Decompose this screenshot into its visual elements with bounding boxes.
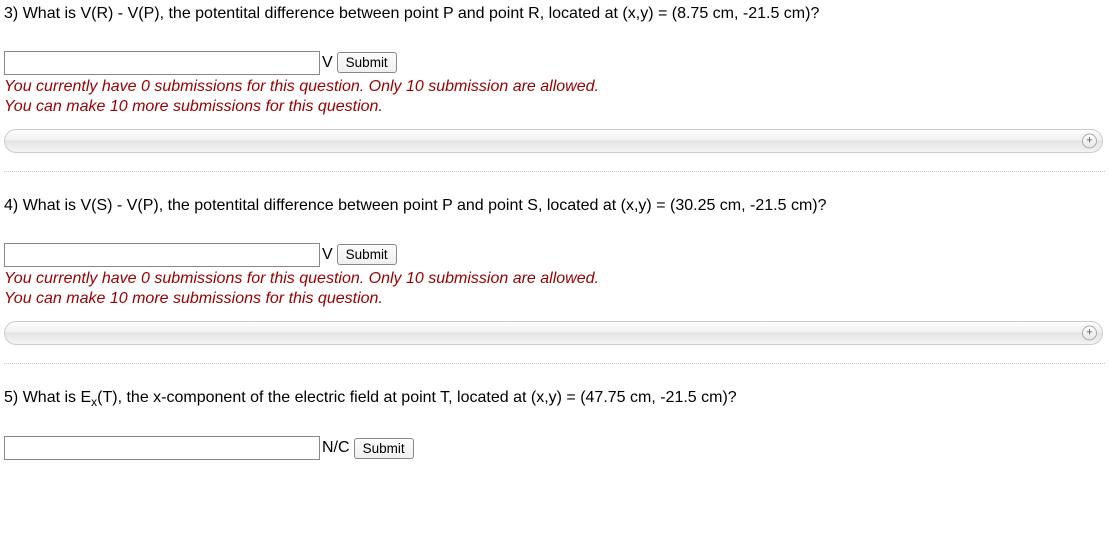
submission-info-4-line1: You currently have 0 submissions for thi… <box>4 270 599 287</box>
question-3-answer-row: V Submit <box>4 51 1105 75</box>
unit-label-3: V <box>322 54 333 72</box>
divider-3-4 <box>4 171 1105 172</box>
question-3-number: 3) <box>4 5 18 22</box>
submission-info-4-line2: You can make 10 more submissions for thi… <box>4 290 383 307</box>
question-4-number: 4) <box>4 197 18 214</box>
question-4-text: 4) What is V(S) - V(P), the potentital d… <box>4 196 1105 217</box>
expand-bar-4[interactable] <box>4 321 1103 345</box>
submit-button-4[interactable]: Submit <box>337 244 397 265</box>
question-4-answer-row: V Submit <box>4 243 1105 267</box>
answer-input-4[interactable] <box>4 243 320 267</box>
question-3: 3) What is V(R) - V(P), the potentital d… <box>4 0 1105 153</box>
plus-icon <box>1082 325 1097 340</box>
answer-input-5[interactable] <box>4 436 320 460</box>
question-5-number: 5) <box>4 389 18 406</box>
question-4-body: What is V(S) - V(P), the potentital diff… <box>23 197 827 214</box>
submission-info-4: You currently have 0 submissions for thi… <box>4 269 1105 309</box>
submit-button-3[interactable]: Submit <box>337 52 397 73</box>
expand-bar-3[interactable] <box>4 129 1103 153</box>
plus-icon <box>1082 133 1097 148</box>
submission-info-3: You currently have 0 submissions for thi… <box>4 77 1105 117</box>
unit-label-4: V <box>322 246 333 264</box>
question-5-text: 5) What is Ex(T), the x-component of the… <box>4 388 1105 411</box>
question-5-answer-row: N/C Submit <box>4 436 1105 460</box>
submission-info-3-line1: You currently have 0 submissions for thi… <box>4 78 599 95</box>
answer-input-3[interactable] <box>4 51 320 75</box>
question-5: 5) What is Ex(T), the x-component of the… <box>4 384 1105 461</box>
submit-button-5[interactable]: Submit <box>354 438 414 459</box>
divider-4-5 <box>4 363 1105 364</box>
question-3-body: What is V(R) - V(P), the potentital diff… <box>23 5 820 22</box>
question-4: 4) What is V(S) - V(P), the potentital d… <box>4 192 1105 345</box>
question-3-text: 3) What is V(R) - V(P), the potentital d… <box>4 4 1105 25</box>
unit-label-5: N/C <box>322 439 350 457</box>
question-5-body: What is Ex(T), the x-component of the el… <box>23 389 737 406</box>
submission-info-3-line2: You can make 10 more submissions for thi… <box>4 98 383 115</box>
